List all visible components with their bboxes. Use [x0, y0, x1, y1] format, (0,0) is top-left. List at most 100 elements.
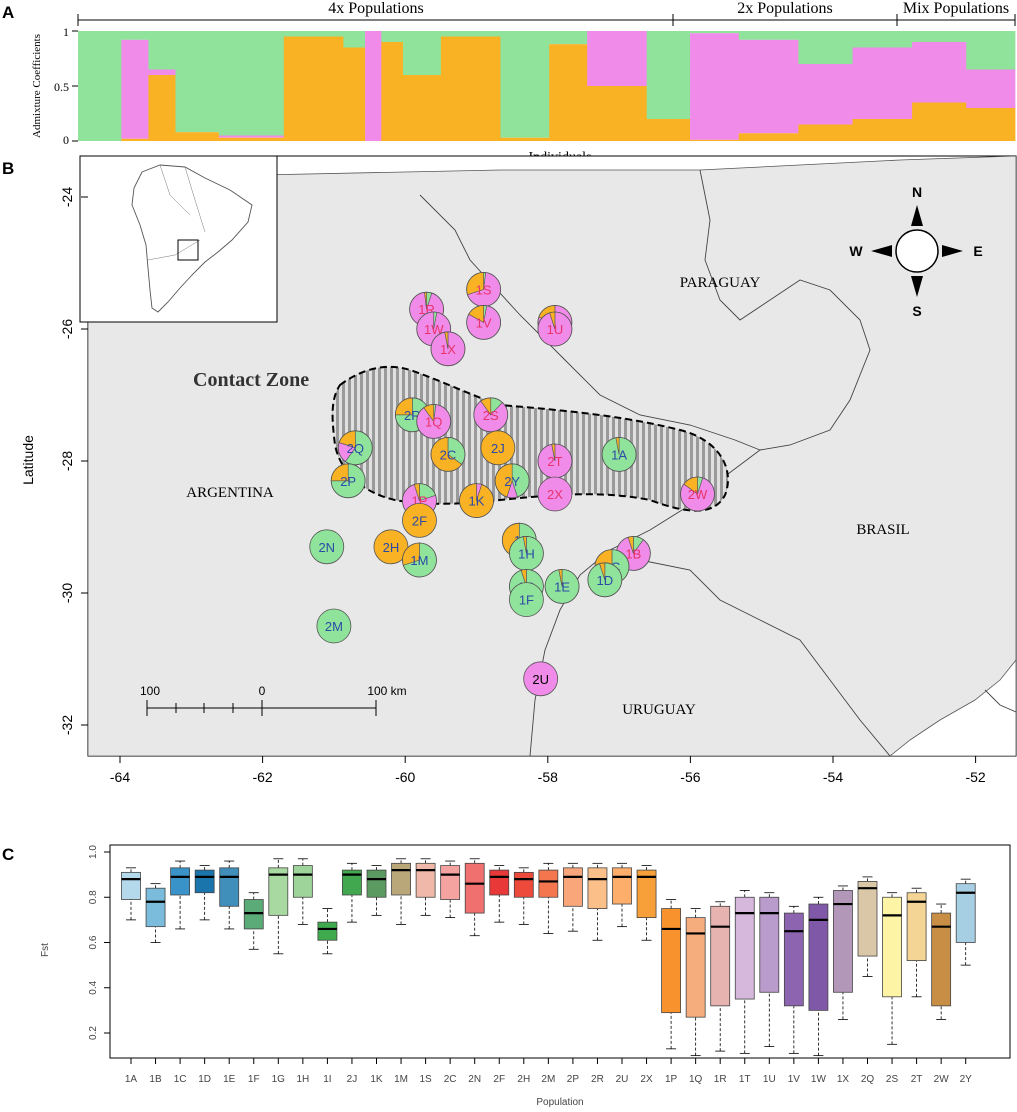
admix-pink-7 — [365, 31, 382, 141]
admix-orange-20 — [966, 108, 1016, 141]
box-1A: 1A — [121, 867, 141, 1085]
pie-label-2S: 2S — [483, 408, 499, 423]
admix-green-15 — [690, 31, 740, 34]
map-ytick-label-2: -28 — [59, 451, 75, 471]
box-xtick-label-1D: 1D — [198, 1074, 211, 1085]
inset-borders — [147, 164, 206, 261]
box-body-2X — [636, 869, 657, 919]
box-body-2S — [882, 896, 902, 998]
admix-orange-16 — [738, 133, 799, 141]
map-xtick-label-1: -62 — [252, 769, 272, 785]
south-america-outline — [131, 164, 253, 313]
country-argentina: ARGENTINA — [186, 485, 274, 501]
border-par-bra — [699, 169, 871, 451]
scale-bar: 100 0 100 km — [140, 684, 407, 716]
box-1P: 1P — [661, 899, 681, 1085]
compass-e: E — [973, 243, 982, 259]
box-xtick-label-1V: 1V — [788, 1074, 801, 1085]
admix-orange-13 — [587, 86, 648, 141]
admix-orange-18 — [852, 119, 913, 141]
compass-arrow-s — [911, 276, 923, 297]
admix-green-10 — [440, 31, 501, 37]
box-1K: 1K — [366, 865, 387, 1085]
admixture-panel: 4x Populations 2x Populations Mix Popula… — [31, 0, 1016, 165]
admix-green-16 — [738, 31, 799, 40]
box-xtick-label-2S: 2S — [886, 1074, 899, 1085]
pie-1H: 1H — [509, 536, 544, 571]
border-arg-par — [419, 194, 761, 451]
map-ytick-label-1: -26 — [59, 319, 75, 339]
admix-orange-10 — [440, 36, 501, 141]
box-xtick-label-2C: 2C — [444, 1074, 457, 1085]
box-1I: 1I — [317, 908, 338, 1085]
box-body-2Q — [857, 881, 878, 957]
boxplot-xlabel: Population — [536, 1097, 583, 1108]
admix-pink-15 — [690, 33, 740, 140]
box-body-1V — [783, 912, 804, 1007]
pie-2S: 2S — [473, 397, 509, 433]
pie-1U: 1U — [537, 311, 573, 347]
pie-2Q: 2Q — [337, 430, 373, 466]
box-body-2T — [906, 892, 927, 961]
box-xtick-label-2Q: 2Q — [861, 1074, 875, 1085]
box-2W: 2W — [931, 903, 952, 1085]
map-ytick-label-0: -24 — [59, 187, 75, 207]
pie-label-1D: 1D — [597, 573, 614, 588]
box-2C: 2C — [440, 860, 461, 1085]
admix-orange-17 — [798, 124, 853, 141]
admix-orange-6 — [343, 47, 366, 141]
box-body-1A — [121, 871, 141, 900]
pie-2C: 2C — [430, 436, 466, 472]
map-xtick-label-5: -54 — [823, 769, 843, 785]
fst-boxplot-panel: 0.2 0.4 0.6 0.8 1.0 1A 1B 1C 1D 1E 1F 1G 1H 1I 2J 1K 1M… — [40, 844, 1011, 1108]
pie-1D: 1D — [587, 562, 623, 598]
pie-label-2M: 2M — [325, 619, 343, 634]
pie-label-1V: 1V — [476, 315, 492, 330]
pie-slice-2H — [373, 529, 409, 565]
box-body-2Y — [955, 883, 976, 943]
box-2H: 2H — [513, 867, 534, 1085]
admix-pink-19 — [912, 42, 967, 103]
admix-orange-2 — [148, 75, 176, 141]
map-ylabel: Latitude — [20, 435, 36, 485]
admix-orange-8 — [381, 42, 404, 141]
box-body-1W — [808, 903, 829, 1011]
pie-1Q: 1Q — [416, 403, 452, 439]
admix-orange-4 — [218, 137, 285, 141]
box-xtick-label-2U: 2U — [616, 1074, 629, 1085]
admix-green-20 — [966, 31, 1016, 70]
admix-green-2 — [148, 31, 176, 70]
pie-2U: 2U — [523, 661, 559, 697]
admix-orange-15 — [690, 139, 740, 141]
pie-2H: 2H — [373, 529, 409, 565]
box-body-2W — [931, 912, 952, 1007]
pie-label-2F: 2F — [412, 513, 427, 528]
admixture-bars — [72, 30, 1016, 142]
admix-ytick-0: 0 — [63, 133, 69, 147]
admix-orange-5 — [283, 36, 344, 141]
pie-1F: 1F — [509, 582, 544, 617]
admix-pink-18 — [852, 47, 913, 119]
box-xtick-label-1X: 1X — [837, 1074, 850, 1085]
pie-label-2X: 2X — [547, 487, 563, 502]
box-2N: 2N — [464, 858, 485, 1085]
admix-green-5 — [283, 31, 344, 37]
compass-ring — [895, 229, 939, 273]
pie-label-2P: 2P — [340, 474, 356, 489]
box-1S: 1S — [415, 858, 436, 1085]
map-xtick-label-0: -64 — [110, 769, 130, 785]
group-label-4x: 4x Populations — [328, 0, 424, 17]
ocean — [889, 659, 1016, 756]
admix-orange-9 — [402, 75, 442, 141]
pie-2M: 2M — [316, 608, 352, 644]
map-xtick-label-6: -52 — [965, 769, 985, 785]
box-body-1S — [415, 862, 436, 898]
admix-orange-14 — [646, 119, 691, 141]
box-1F: 1F — [243, 892, 264, 1085]
box-1H: 1H — [292, 858, 313, 1085]
box-ytick-label-0: 0.2 — [88, 1026, 99, 1040]
contact-zone-label: Contact Zone — [193, 369, 309, 391]
box-xtick-label-2F: 2F — [493, 1074, 505, 1085]
box-body-1Q — [685, 917, 706, 1018]
box-body-1M — [391, 862, 411, 896]
